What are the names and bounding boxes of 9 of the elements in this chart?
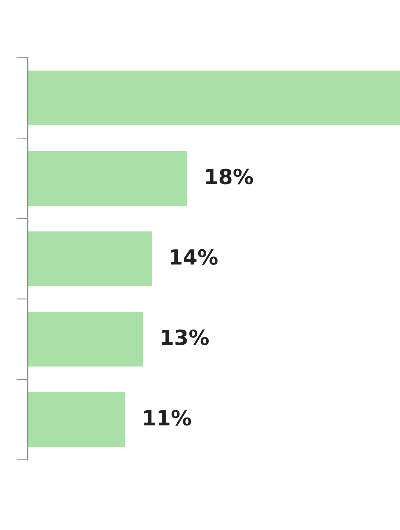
bar bbox=[28, 312, 144, 367]
bar bbox=[28, 392, 126, 448]
data-label: 13% bbox=[162, 330, 210, 346]
bar bbox=[28, 151, 188, 206]
bar bbox=[28, 232, 152, 286]
data-label: 11% bbox=[144, 410, 192, 426]
data-label: 14% bbox=[171, 249, 218, 266]
bar bbox=[28, 70, 400, 126]
data-label: 18% bbox=[206, 168, 254, 185]
